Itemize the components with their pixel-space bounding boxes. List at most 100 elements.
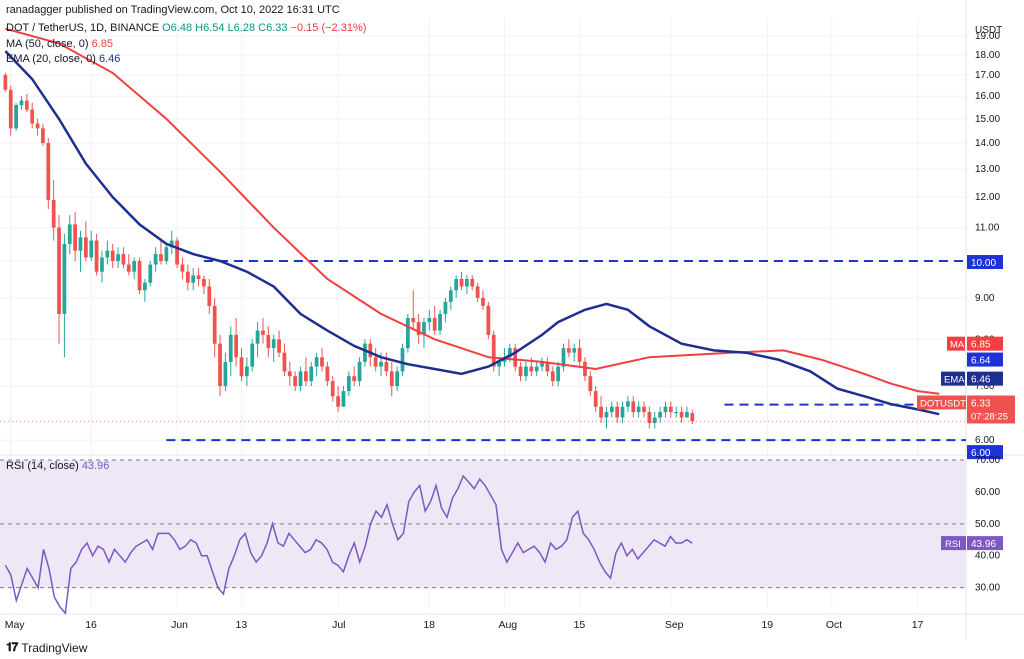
price-tick-label: 13.00 [975,164,1000,175]
dotusdt-countdown: 07:28:25 [971,411,1008,422]
symbol-pair: DOT / TetherUS, 1D, BINANCE [6,22,159,34]
candle-body [325,367,329,382]
time-tick-label: 18 [423,619,435,631]
candle-body [266,335,270,348]
rsi-legend[interactable]: RSI (14, close) 43.96 [6,460,109,472]
candle-body [331,381,335,396]
candle-body [438,314,442,331]
ema-price-label-value: 6.46 [971,375,991,386]
candle-body [229,335,233,362]
rsi-legend-value: 43.96 [82,460,110,472]
candle-body [95,241,99,272]
candle-body [406,318,410,348]
candle-body [138,261,142,290]
candle-body [358,362,362,381]
price-tick-label: 11.00 [975,223,1000,234]
time-tick-label: 15 [574,619,586,631]
time-tick-label: 19 [761,619,773,631]
candle-body [615,407,619,418]
candle-body [594,391,598,407]
candle-body [647,412,651,423]
time-tick-label: 13 [236,619,248,631]
candle-body [234,335,238,357]
time-tick-label: Oct [826,619,842,631]
publisher-line: ranadagger published on TradingView.com,… [6,4,340,16]
candle-body [36,124,40,129]
candle-body [79,237,83,250]
candle-body [363,344,367,362]
dotusdt-tag: DOTUSDT [920,398,966,409]
candle-body [481,298,485,306]
candle-body [304,371,308,381]
candle-body [52,200,56,228]
candle-body [605,412,609,417]
candle-body [610,407,614,412]
candle-body [89,241,93,258]
candle-body [207,286,211,305]
candle-body [460,279,464,286]
dotusdt-price-value: 6.33 [971,398,991,409]
price-tick-label: 12.00 [975,192,1000,203]
candle-body [385,362,389,371]
candle-body [444,302,448,314]
rsi-legend-label: RSI (14, close) [6,460,79,472]
candle-body [583,362,587,376]
candle-body [336,396,340,406]
candle-body [519,367,523,377]
rsi-tick-label: 50.00 [975,519,1000,530]
time-tick-label: Sep [665,619,684,631]
time-tick-label: 17 [912,619,924,631]
candle-body [524,367,528,377]
candle-body [68,224,72,243]
ma-legend-value: 6.85 [92,38,113,50]
candle-body [84,237,88,257]
candle-body [299,371,303,386]
candle-body [535,367,539,372]
candle-body [3,75,7,90]
candle-body [572,348,576,353]
candle-body [476,286,480,297]
candle-body [567,348,571,353]
candle-body [642,407,646,412]
candle-body [256,331,260,344]
candle-body [685,412,689,417]
candle-body [551,371,555,381]
ema-legend-label: EMA (20, close, 0) [6,53,96,65]
rsi-tick-label: 40.00 [975,551,1000,562]
candle-body [240,357,244,376]
candle-body [277,339,281,352]
candle-body [186,272,190,283]
candle-body [116,254,120,261]
candle-body [347,376,351,391]
price-tick-label: 19.00 [975,31,1000,42]
rsi-tick-label: 60.00 [975,487,1000,498]
candle-body [637,407,641,412]
candle-body [449,290,453,302]
rsi-tick-label: 70.00 [975,455,1000,466]
candle-body [202,279,206,286]
candle-body [100,258,104,272]
candle-body [197,275,201,279]
time-tick-label: 16 [85,619,97,631]
ohlc-change: −0.15 (−2.31%) [291,22,367,34]
ema-legend[interactable]: EMA (20, close, 0) 6.46 [6,53,120,65]
candle-body [621,407,625,418]
tradingview-brand[interactable]: 𝟏𝟕 TradingView [6,640,87,655]
price-tick-label: 14.00 [975,138,1000,149]
candle-body [680,412,684,417]
ma-legend[interactable]: MA (50, close, 0) 6.85 [6,38,113,50]
candle-body [352,376,356,381]
symbol-line: DOT / TetherUS, 1D, BINANCE O6.48 H6.54 … [6,22,366,34]
candle-body [63,244,67,314]
candle-body [175,241,179,265]
candle-body [465,279,469,286]
price-tick-label: 17.00 [975,70,1000,81]
candle-body [342,391,346,407]
candle-body [272,339,276,348]
candle-body [293,376,297,386]
candle-body [631,401,635,412]
candle-body [578,348,582,362]
candle-body [261,331,265,335]
candle-body [250,344,254,367]
